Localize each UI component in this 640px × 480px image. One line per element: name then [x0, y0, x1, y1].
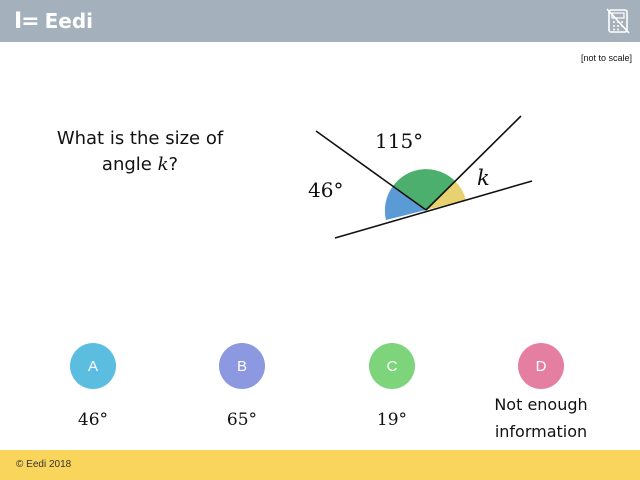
option-c-button[interactable]: C [369, 343, 415, 389]
question-suffix: ? [168, 154, 179, 175]
question-variable: k [157, 154, 169, 175]
angle-sector-left [384, 186, 426, 220]
question-line-2: angle k? [40, 152, 240, 178]
option-b-letter: B [236, 357, 247, 375]
ray-left [315, 130, 427, 211]
label-angle-top: 115° [375, 129, 423, 153]
option-d-answer[interactable]: Not enough information [481, 391, 601, 445]
ray-right [425, 115, 522, 211]
footer-bar: © Eedi 2018 [0, 450, 640, 480]
base-line [334, 180, 533, 239]
question-line-1: What is the size of [56, 128, 224, 149]
label-angle-right: k [477, 166, 490, 190]
copyright-text: © Eedi 2018 [16, 459, 72, 470]
angle-sector-middle [393, 169, 455, 210]
angle-diagram: 46° 115° k [308, 115, 533, 239]
option-d-answer-line-2: information [494, 422, 588, 441]
option-a-button[interactable]: A [70, 343, 116, 389]
option-c-letter: C [386, 357, 398, 375]
label-angle-left: 46° [308, 178, 343, 202]
brand-name: Eedi [44, 9, 94, 33]
header-bar: I= Eedi [0, 0, 640, 42]
option-a-letter: A [87, 357, 98, 375]
option-d-button[interactable]: D [518, 343, 564, 389]
brand-mark: I= [14, 8, 40, 34]
option-d-answer-line-1: Not enough [494, 395, 588, 414]
option-b-answer[interactable]: 65° [226, 410, 258, 430]
question-line-2-prefix: angle [101, 154, 158, 175]
option-d-letter: D [535, 357, 547, 375]
question-text: What is the size of angle k? [40, 126, 240, 178]
calculator-crossed-icon [606, 8, 630, 34]
angle-sector-right [426, 181, 466, 210]
not-to-scale-note: [not to scale] [580, 53, 632, 63]
option-b-button[interactable]: B [219, 343, 265, 389]
brand-logo[interactable]: I= Eedi [14, 7, 93, 35]
option-a-answer[interactable]: 46° [77, 410, 109, 430]
option-c-answer[interactable]: 19° [376, 410, 408, 430]
